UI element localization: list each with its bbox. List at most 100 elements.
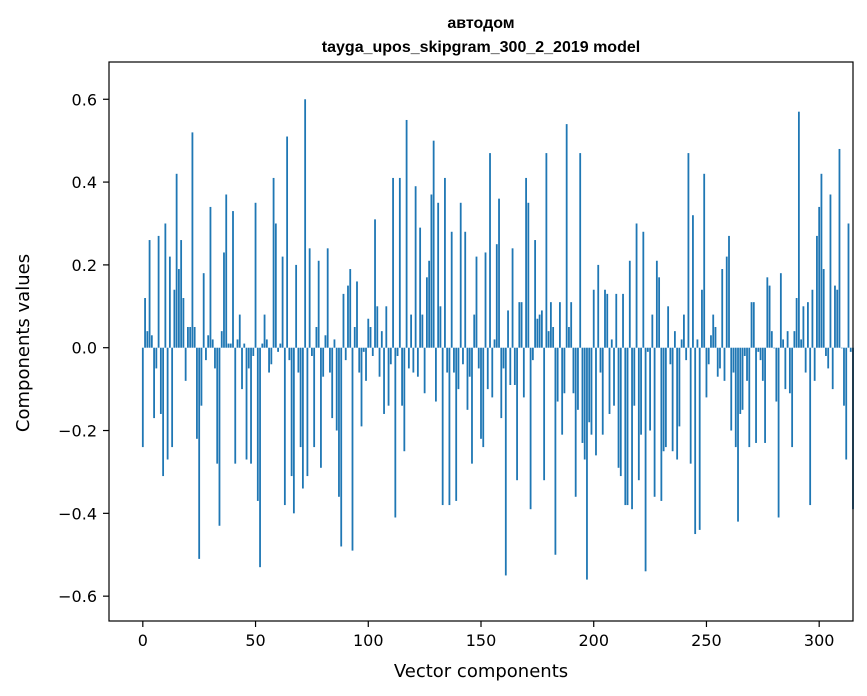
bar <box>710 335 712 348</box>
bar <box>829 194 832 348</box>
bar <box>263 314 266 348</box>
bar <box>430 194 433 348</box>
bar <box>259 347 261 568</box>
bar <box>166 347 169 460</box>
bar <box>315 327 318 348</box>
bar <box>662 347 665 452</box>
y-tick-label: −0.2 <box>58 422 97 441</box>
bar <box>788 347 791 394</box>
bar <box>768 285 771 348</box>
bar <box>793 331 796 348</box>
bar <box>380 331 383 348</box>
bar <box>171 347 174 448</box>
x-tick-label: 200 <box>578 631 609 650</box>
bar <box>457 347 460 390</box>
bars-group <box>141 99 854 580</box>
bar <box>664 347 667 448</box>
bar <box>732 347 735 373</box>
bar <box>389 347 392 365</box>
bar <box>816 235 818 348</box>
bar <box>205 347 207 361</box>
bar <box>547 331 550 348</box>
bar <box>198 347 201 559</box>
bar <box>347 285 349 348</box>
bar <box>214 347 216 369</box>
bar <box>182 298 185 348</box>
bar <box>191 132 194 348</box>
bar <box>489 153 491 348</box>
bar <box>554 347 557 555</box>
bar <box>572 347 575 394</box>
bar <box>356 281 358 348</box>
bar <box>755 347 757 443</box>
bar <box>827 347 830 369</box>
bar <box>703 173 706 348</box>
bar <box>825 347 827 356</box>
bar <box>365 347 367 381</box>
bar <box>782 339 785 348</box>
bar <box>705 347 708 398</box>
bar <box>144 298 146 348</box>
y-tick-label: −0.6 <box>58 587 97 606</box>
bar <box>342 293 345 348</box>
bar <box>216 347 219 464</box>
bar <box>531 347 534 361</box>
bar <box>601 347 604 435</box>
bar <box>245 347 248 460</box>
bar <box>360 347 363 427</box>
bar <box>716 347 719 377</box>
bar <box>680 339 683 348</box>
bar <box>367 318 370 348</box>
bar <box>655 260 658 348</box>
bar <box>439 306 442 348</box>
bar <box>723 347 726 381</box>
bar <box>624 347 627 506</box>
bar <box>335 347 338 431</box>
bar <box>311 347 313 356</box>
bar <box>775 347 778 402</box>
bar <box>615 293 618 348</box>
bar <box>369 327 372 348</box>
bar <box>175 173 178 348</box>
chart-subtitle: tayga_upos_skipgram_300_2_2019 model <box>322 39 640 56</box>
bar <box>288 347 291 361</box>
bar <box>155 347 158 369</box>
bar <box>218 347 221 526</box>
bar <box>200 347 203 406</box>
bar <box>536 318 539 348</box>
x-tick-label: 300 <box>804 631 835 650</box>
bar <box>265 339 268 348</box>
bar <box>730 347 733 431</box>
bar <box>220 331 223 348</box>
bar <box>696 339 699 348</box>
bar <box>520 302 523 348</box>
bar <box>437 202 440 348</box>
bar <box>807 302 809 348</box>
bar <box>410 314 413 348</box>
bar <box>667 306 670 348</box>
bar <box>448 347 451 506</box>
bar <box>468 347 471 377</box>
bar <box>522 347 525 398</box>
bar <box>304 99 307 348</box>
bar <box>329 347 331 373</box>
bar <box>455 347 458 501</box>
bar <box>653 347 656 497</box>
bar <box>344 347 347 361</box>
bar <box>243 343 246 348</box>
bar <box>725 256 728 348</box>
bar <box>500 347 503 419</box>
bar <box>184 347 187 381</box>
bar <box>435 347 437 402</box>
bar <box>153 347 155 419</box>
bar <box>845 347 848 460</box>
bar <box>274 223 277 348</box>
bar <box>849 347 852 352</box>
bar <box>809 347 812 506</box>
bar <box>482 347 485 448</box>
bar <box>811 289 814 348</box>
bar <box>333 339 336 348</box>
bar <box>608 347 611 414</box>
bar <box>254 202 257 348</box>
bar <box>299 347 302 448</box>
